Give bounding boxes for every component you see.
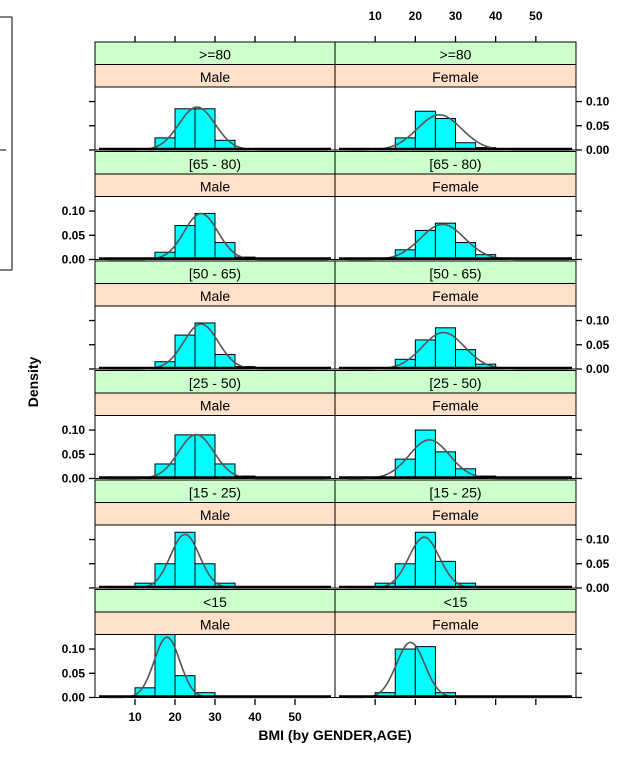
y-tick-label: 0.05: [62, 666, 86, 680]
age-strip-label: [25 - 50): [429, 375, 481, 391]
histogram-bar: [174, 675, 196, 699]
gender-strip-label: Male: [200, 617, 231, 633]
histogram-bar: [414, 229, 436, 261]
y-tick-label: 0.00: [62, 691, 86, 705]
age-strip-label: <15: [444, 594, 468, 610]
y-tick-label: 0.10: [62, 423, 86, 437]
y-tick-label: 0.00: [586, 362, 610, 376]
y-tick-label: 0.05: [586, 557, 610, 571]
y-tick-label: 0.00: [586, 143, 610, 157]
y-tick-label: 0.10: [586, 533, 610, 547]
age-strip-label: [15 - 25): [189, 485, 241, 501]
x-tick-label: 50: [529, 9, 543, 23]
x-tick-label: 40: [248, 710, 262, 724]
histogram-bar: [414, 429, 436, 479]
y-tick-label: 0.00: [62, 472, 86, 486]
y-tick-label: 0.00: [62, 253, 86, 267]
x-tick-label: 50: [288, 710, 302, 724]
age-strip-label: <15: [203, 594, 227, 610]
histogram-bar: [194, 322, 216, 370]
x-tick-label: 10: [368, 9, 382, 23]
histogram-bar: [434, 118, 456, 151]
y-tick-label: 0.05: [586, 119, 610, 133]
y-tick-label: 0.10: [586, 314, 610, 328]
age-strip-label: [65 - 80): [429, 156, 481, 172]
y-tick-label: 0.05: [586, 338, 610, 352]
histogram-bar: [434, 451, 456, 480]
x-tick-label: 30: [449, 9, 463, 23]
axes-layer: 0.00 0.05 0.10 0.00 0.05 0.10 0.00 0.05 0.10 0.00…: [62, 9, 610, 724]
age-strip-label: [25 - 50): [189, 375, 241, 391]
histogram-bar: [394, 648, 416, 698]
age-strip-label: [15 - 25): [429, 485, 481, 501]
gender-strip-label: Male: [200, 398, 231, 414]
y-tick-label: 0.05: [62, 228, 86, 242]
histogram-bar: [194, 212, 216, 260]
age-strip-label: [65 - 80): [189, 156, 241, 172]
x-tick-label: 30: [208, 710, 222, 724]
x-tick-label: 10: [128, 710, 142, 724]
gender-strip-label: Male: [200, 69, 231, 85]
histogram-bar: [414, 646, 436, 698]
x-tick-label: 20: [168, 710, 182, 724]
y-tick-label: 0.10: [62, 642, 86, 656]
panel-box: [334, 634, 577, 698]
histogram-bar: [194, 108, 216, 151]
gender-strip-label: Female: [432, 398, 479, 414]
y-tick-label: 0.10: [586, 95, 610, 109]
panels-layer: >=80 Male >=80 Female [65 - 80) Male [65 - 80)…: [94, 41, 577, 699]
age-strip-label: [50 - 65): [429, 266, 481, 282]
x-tick-label: 20: [409, 9, 423, 23]
gender-strip-label: Female: [432, 507, 479, 523]
y-tick-label: 0.05: [62, 447, 86, 461]
panel-box: [94, 634, 336, 698]
gender-strip-label: Female: [432, 69, 479, 85]
gender-strip-label: Male: [200, 179, 231, 195]
gender-strip-label: Female: [432, 288, 479, 304]
gender-strip-label: Female: [432, 617, 479, 633]
histogram-bar: [434, 560, 456, 589]
y-tick-label: 0.00: [586, 581, 610, 595]
x-axis-title: BMI (by GENDER,AGE): [258, 727, 411, 743]
histogram-bar: [194, 434, 216, 479]
gender-strip-label: Male: [200, 288, 231, 304]
age-strip-label: >=80: [440, 47, 472, 63]
histogram-bar: [455, 349, 477, 370]
gender-strip-label: Female: [432, 179, 479, 195]
x-tick-label: 40: [489, 9, 503, 23]
histogram-bar: [394, 458, 416, 480]
y-axis-title: Density: [25, 357, 41, 408]
y-tick-label: 0.10: [62, 204, 86, 218]
histogram-bar: [154, 634, 176, 698]
gender-strip-label: Male: [200, 507, 231, 523]
age-strip-label: [50 - 65): [189, 266, 241, 282]
age-strip-label: >=80: [199, 47, 231, 63]
